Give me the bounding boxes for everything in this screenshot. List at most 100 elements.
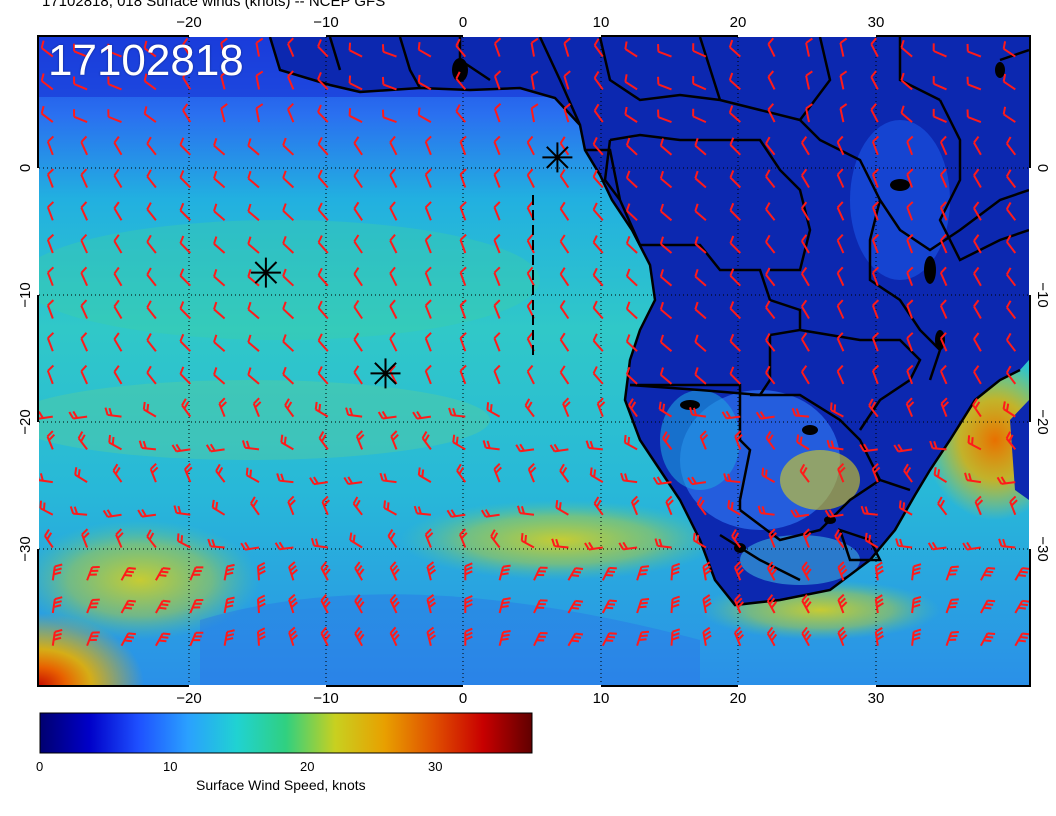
wind-barb: [493, 299, 501, 319]
lat-tick-left: −20: [17, 409, 34, 434]
wind-barb: [389, 332, 398, 352]
wind-barb: [387, 529, 398, 549]
wind-barb: [592, 235, 604, 254]
wind-barb: [826, 439, 844, 451]
wind-barb: [551, 538, 569, 549]
wind-barb: [459, 528, 468, 548]
wind-barb: [585, 440, 603, 451]
wind-barb: [120, 632, 136, 647]
wind-barb: [1005, 136, 1017, 156]
wind-barb: [46, 299, 55, 319]
wind-barb: [687, 476, 707, 486]
wind-barb: [282, 203, 295, 222]
wind-barb: [81, 528, 90, 548]
wind-barb: [563, 37, 571, 57]
wind-barb: [530, 37, 539, 57]
wind-barb: [1009, 495, 1018, 516]
wind-barb: [317, 39, 329, 58]
wind-barb: [940, 397, 950, 417]
storm-marker-icon: [542, 142, 573, 173]
wind-barb: [584, 541, 603, 551]
wind-barb: [1002, 41, 1016, 58]
wind-barb: [791, 407, 810, 418]
lon-ticks-top: −20 −10 0 10 20 30: [176, 14, 884, 31]
wind-barb: [426, 561, 437, 581]
wind-barb: [179, 333, 192, 352]
wind-barb: [349, 532, 363, 549]
wind-barb: [945, 565, 959, 581]
wind-barb: [549, 443, 569, 453]
wind-barb: [515, 443, 535, 453]
wind-barb: [459, 299, 467, 319]
wind-barb: [205, 443, 225, 453]
wind-barb: [215, 463, 226, 483]
wind-barb: [692, 76, 707, 91]
wind-barb: [871, 266, 880, 287]
wind-barb: [179, 235, 192, 254]
wind-barb: [800, 136, 810, 156]
wind-barb: [317, 235, 329, 254]
wind-barb: [694, 268, 707, 287]
wind-barb: [142, 401, 157, 418]
wind-barb: [728, 72, 741, 91]
wind-barb: [213, 236, 226, 254]
wind-barb: [729, 235, 742, 254]
wind-barb: [213, 138, 226, 156]
wind-barb: [348, 42, 363, 58]
wind-barb: [702, 626, 712, 646]
wind-barb: [353, 365, 363, 385]
wind-barb: [939, 266, 948, 287]
wind-barb: [527, 463, 537, 483]
wind-barb: [353, 168, 363, 189]
wind-barb: [906, 201, 914, 221]
wind-barb: [625, 170, 638, 189]
wind-barb: [906, 168, 914, 188]
wind-barb: [179, 170, 192, 189]
wind-barb: [802, 528, 812, 548]
wind-barb: [184, 463, 193, 483]
wind-barb: [702, 561, 712, 581]
wind-barb: [927, 541, 947, 551]
wind-barb: [155, 567, 171, 581]
wind-barb: [320, 561, 331, 581]
wind-barb: [464, 562, 473, 581]
wind-barb: [694, 301, 707, 320]
wind-barb: [113, 332, 123, 352]
wind-barb: [939, 332, 948, 352]
wind-barb: [421, 431, 432, 450]
wind-barb: [932, 43, 947, 58]
wind-barb: [182, 37, 192, 58]
lon-tick-top: 30: [868, 14, 885, 31]
wind-barb: [801, 561, 812, 581]
wind-barb: [348, 75, 363, 91]
wind-barb: [932, 76, 947, 91]
wind-barb: [213, 170, 226, 189]
wind-barb: [1005, 365, 1017, 385]
wind-barb: [766, 626, 778, 647]
wind-barb: [51, 596, 63, 614]
wind-barb: [657, 109, 672, 124]
wind-barb: [46, 233, 55, 254]
lon-tick-bottom: 0: [459, 690, 467, 707]
wind-barb: [592, 169, 604, 189]
wind-barb: [895, 538, 913, 549]
wind-barb: [146, 169, 157, 189]
country-borders: [268, 37, 1029, 607]
wind-barb: [424, 266, 432, 287]
wind-barb: [317, 71, 329, 91]
wind-barb: [1002, 73, 1016, 91]
wind-barb: [871, 463, 881, 483]
wind-barb: [317, 300, 329, 320]
wind-barb: [288, 626, 298, 647]
wind-barb: [146, 136, 157, 156]
wind-barb: [1005, 234, 1017, 254]
wind-barb: [213, 367, 226, 385]
wind-barb: [559, 168, 570, 189]
wind-barb: [381, 76, 397, 91]
wind-barb: [320, 594, 331, 614]
wind-barb: [189, 631, 204, 647]
wind-barb: [836, 332, 845, 352]
wind-barb: [284, 398, 295, 418]
wind-barb: [859, 443, 878, 453]
wind-barb: [567, 632, 584, 647]
